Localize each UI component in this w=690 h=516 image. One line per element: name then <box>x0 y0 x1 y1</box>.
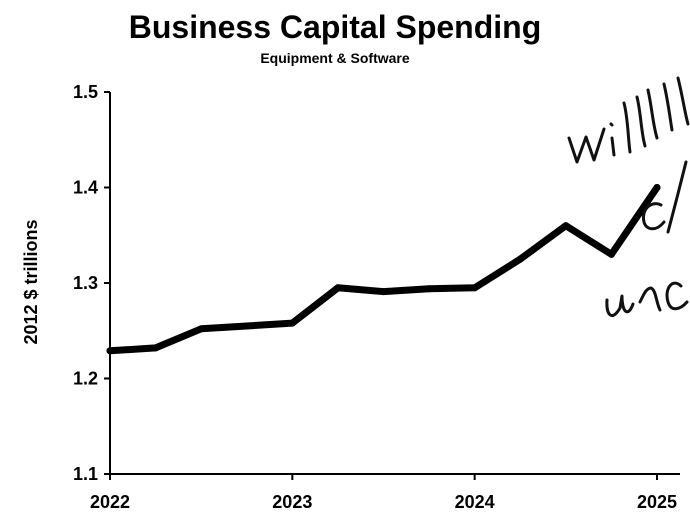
x-tick-label: 2023 <box>272 492 312 512</box>
data-point <box>106 347 114 355</box>
data-point <box>653 184 661 191</box>
data-point <box>288 319 296 327</box>
handwritten-annotation <box>567 76 690 318</box>
y-tick-label: 1.3 <box>73 273 98 293</box>
series-points <box>106 184 661 355</box>
x-tick-label: 2022 <box>90 492 130 512</box>
x-ticks: 2022 2023 2024 2025 <box>90 474 677 512</box>
y-tick-label: 1.4 <box>73 178 98 198</box>
handwritten-word-will <box>567 76 690 164</box>
y-tick-label: 1.2 <box>73 369 98 389</box>
data-point <box>334 284 342 292</box>
data-point <box>516 255 524 263</box>
data-point <box>562 222 570 230</box>
x-tick-label: 2025 <box>637 492 677 512</box>
data-point <box>380 288 387 296</box>
data-point <box>197 325 205 333</box>
y-tick-label: 1.5 <box>73 82 98 102</box>
x-tick-label: 2024 <box>455 492 495 512</box>
data-point <box>152 344 160 352</box>
data-point <box>471 284 479 292</box>
y-ticks: 1.1 1.2 1.3 1.4 1.5 <box>73 82 110 484</box>
handwritten-word-unc <box>605 281 689 318</box>
handwritten-letter-d <box>641 160 688 234</box>
series-line <box>106 184 661 355</box>
y-axis-label: 2012 $ trillions <box>21 219 41 344</box>
chart-title: Business Capital Spending <box>129 9 542 45</box>
data-point <box>425 285 433 293</box>
y-tick-label: 1.1 <box>73 464 98 484</box>
data-point <box>243 322 251 330</box>
chart-subtitle: Equipment & Software <box>260 50 410 66</box>
data-point <box>607 250 615 258</box>
